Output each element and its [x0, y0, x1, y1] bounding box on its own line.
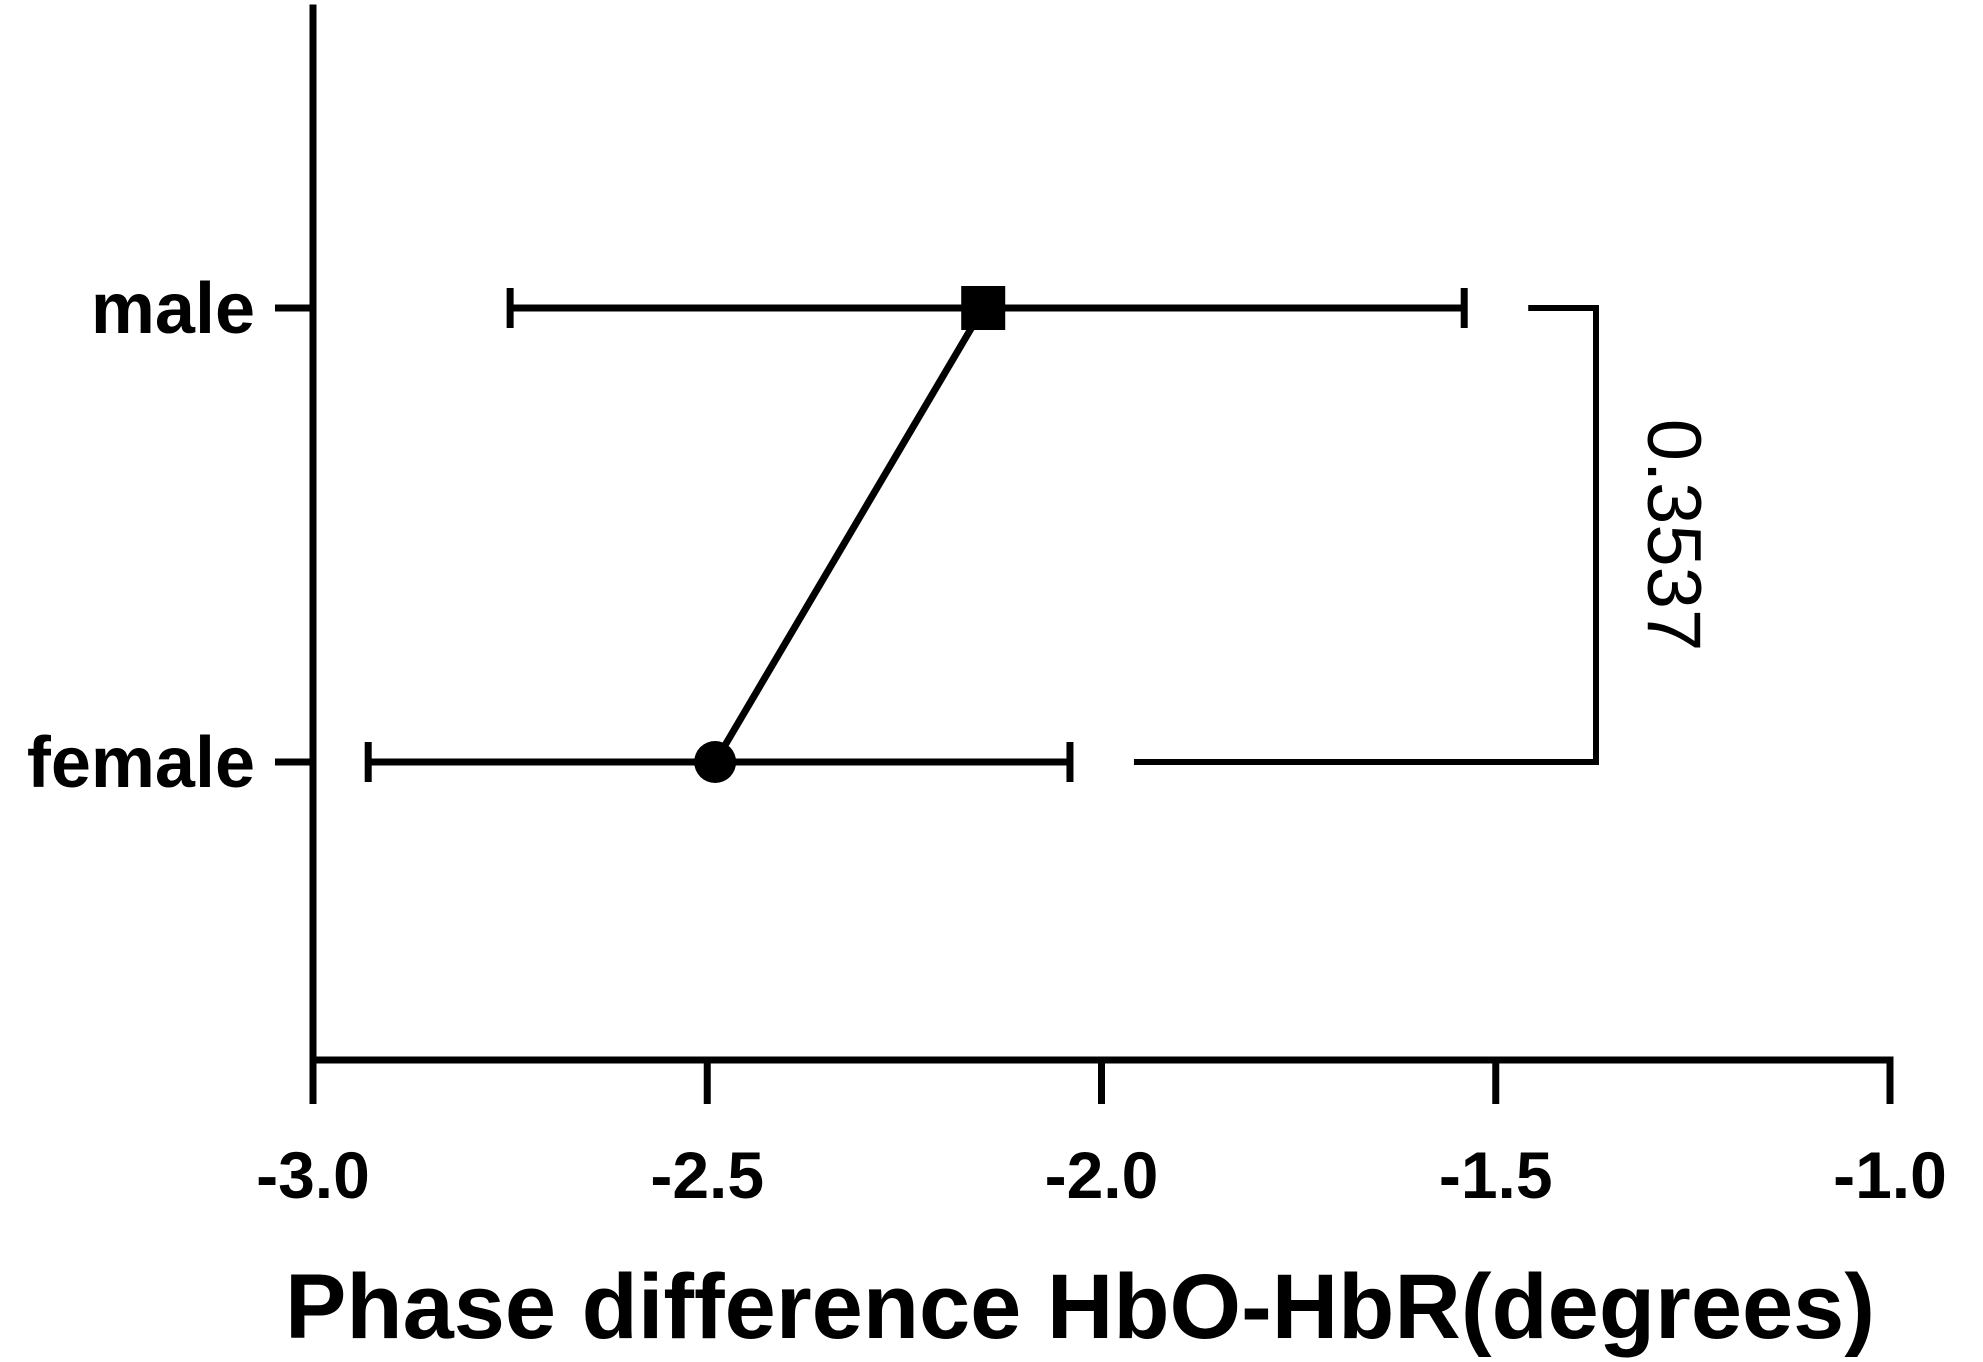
data-point-female — [694, 741, 737, 783]
y-tick-label: female — [27, 723, 255, 803]
x-tick-label: -2.5 — [650, 1138, 764, 1212]
comparison-bracket — [1133, 305, 1599, 765]
x-tick-label: -2.0 — [1045, 1138, 1159, 1212]
p-value-label: 0.3537 — [1631, 419, 1716, 651]
connecting-line — [712, 306, 987, 764]
x-tick-label: -1.0 — [1833, 1138, 1947, 1212]
y-tick-label: male — [91, 269, 255, 349]
x-tick-label: -1.5 — [1439, 1138, 1553, 1212]
x-axis-title: Phase difference HbO-HbR(degrees) — [285, 1256, 1875, 1358]
x-tick-label: -3.0 — [256, 1138, 370, 1212]
data-point-male — [961, 286, 1006, 330]
chart-marks: -3.0 -2.5 -2.0 -1.5 -1.0 male female 0.3537 — [27, 269, 1947, 1212]
